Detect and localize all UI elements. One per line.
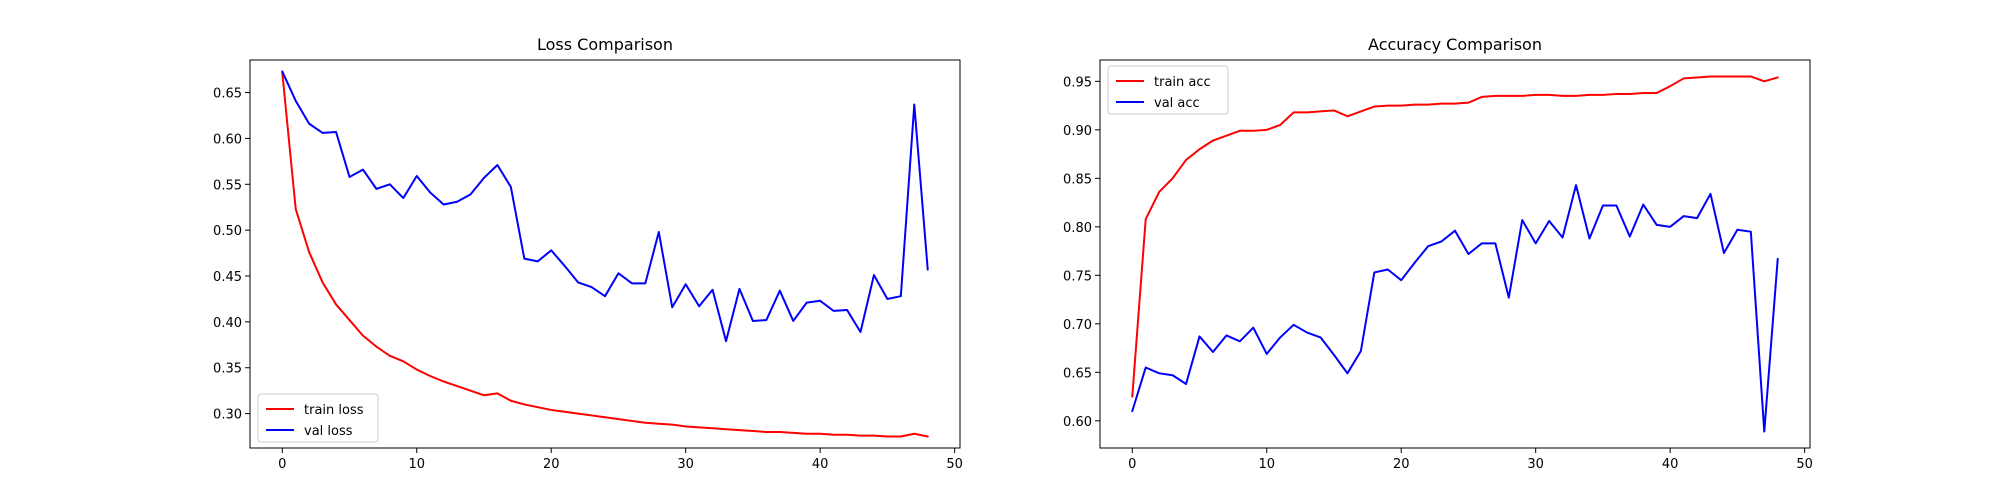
x-tick-label: 20 — [1393, 457, 1410, 472]
legend-label: train loss — [304, 403, 364, 418]
y-tick-label: 0.65 — [1063, 366, 1092, 381]
legend-label: train acc — [1154, 75, 1211, 90]
legend-label: val loss — [304, 424, 353, 439]
chart-panel-1: Loss Comparison 0 10 20 30 40 50 0.30 0.35 0.40 0.… — [213, 35, 963, 472]
y-tick-label: 0.85 — [1063, 172, 1092, 187]
axes-frame — [249, 59, 961, 449]
legend: train loss val loss — [257, 393, 379, 443]
x-tick-label: 0 — [278, 457, 286, 472]
x-tick-label: 10 — [408, 457, 425, 472]
x-tick-label: 0 — [1128, 457, 1136, 472]
x-tick-label: 50 — [946, 457, 963, 472]
y-tick-label: 0.65 — [213, 87, 242, 102]
axes-frame — [1099, 59, 1811, 449]
x-tick-label: 40 — [812, 457, 829, 472]
legend-label: val acc — [1154, 96, 1200, 111]
x-tick-label: 10 — [1258, 457, 1275, 472]
chart-title: Accuracy Comparison — [1368, 35, 1542, 54]
x-tick-label: 40 — [1662, 457, 1679, 472]
x-tick-label: 30 — [677, 457, 694, 472]
y-tick-label: 0.55 — [213, 178, 242, 193]
series-line-val-acc — [1131, 184, 1779, 433]
y-tick-label: 0.40 — [213, 316, 242, 331]
x-tick-label: 30 — [1527, 457, 1544, 472]
y-tick-label: 0.35 — [213, 362, 242, 377]
x-tick-label: 20 — [543, 457, 560, 472]
series-line-train-acc — [1131, 75, 1779, 398]
legend: train acc val acc — [1107, 65, 1229, 115]
y-tick-label: 0.45 — [213, 270, 242, 285]
y-tick-label: 0.95 — [1063, 75, 1092, 90]
y-tick-label: 0.50 — [213, 224, 242, 239]
series-line-val-loss — [281, 70, 929, 343]
y-tick-label: 0.60 — [213, 132, 242, 147]
chart-panel-2: Accuracy Comparison 0 10 20 30 40 50 0.60 0.65 0.… — [1063, 35, 1813, 472]
chart-title: Loss Comparison — [537, 35, 673, 54]
y-tick-label: 0.80 — [1063, 221, 1092, 236]
y-tick-label: 0.75 — [1063, 269, 1092, 284]
y-tick-label: 0.30 — [213, 408, 242, 423]
y-tick-label: 0.70 — [1063, 318, 1092, 333]
y-tick-label: 0.60 — [1063, 415, 1092, 430]
x-tick-label: 50 — [1796, 457, 1813, 472]
y-tick-label: 0.90 — [1063, 124, 1092, 139]
series-line-train-loss — [281, 71, 929, 438]
